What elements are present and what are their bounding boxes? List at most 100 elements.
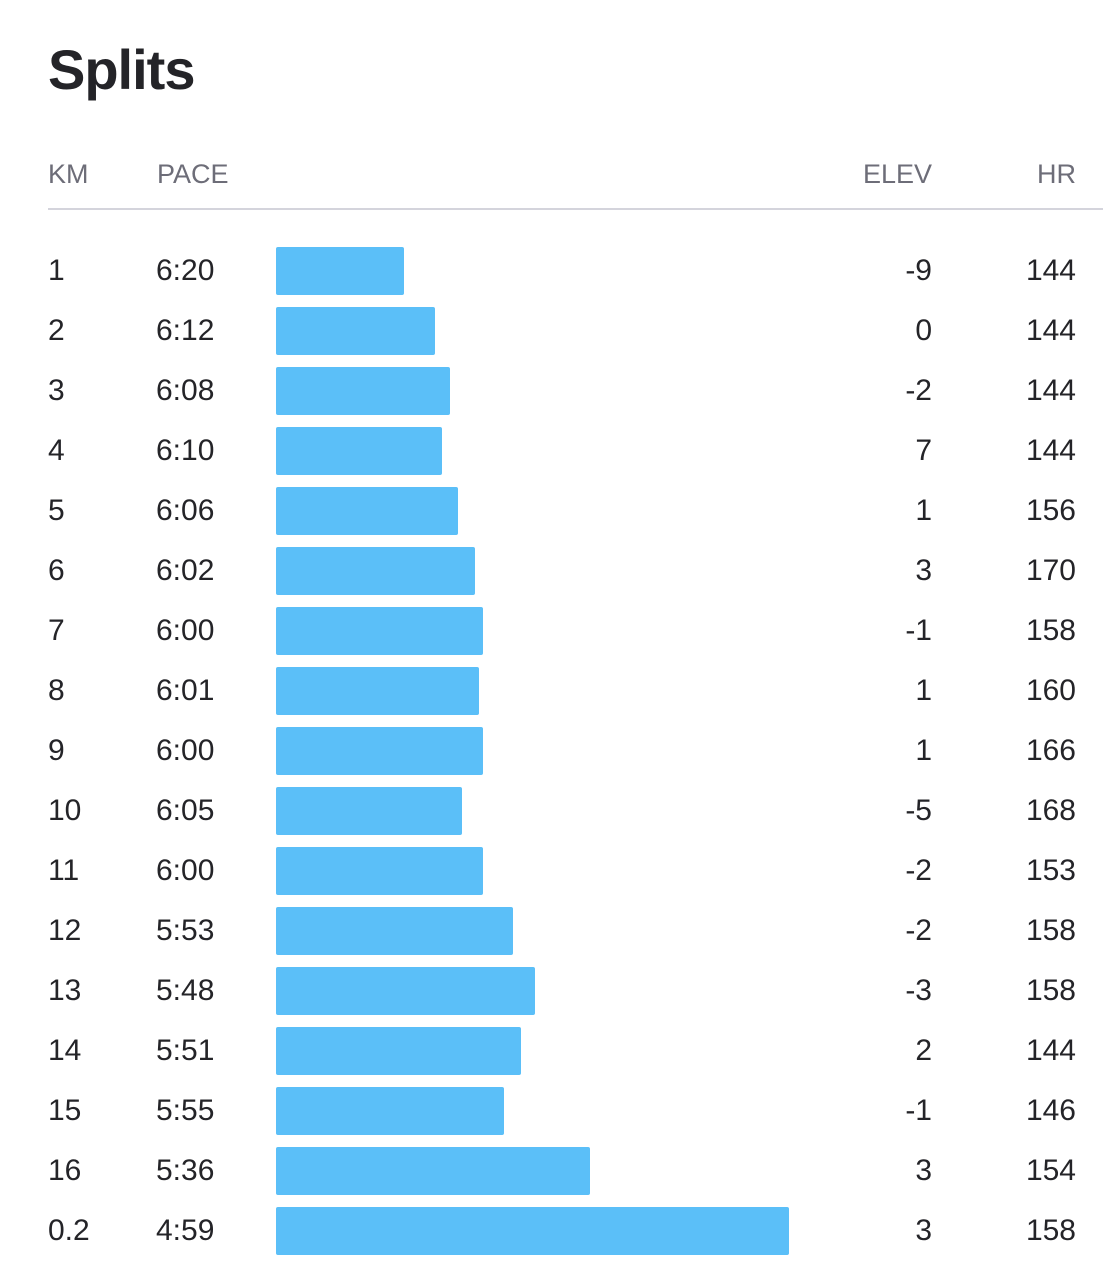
pace-bar <box>276 547 475 595</box>
split-pace: 6:00 <box>156 734 215 767</box>
split-km: 15 <box>48 1094 82 1127</box>
split-pace: 6:00 <box>156 614 215 647</box>
split-km: 16 <box>48 1154 82 1187</box>
split-row: 4 6:10 7 144 <box>48 421 1103 481</box>
pace-bar <box>276 427 443 475</box>
split-km: 5 <box>48 494 65 527</box>
split-pace: 6:01 <box>156 674 215 707</box>
split-km: 8 <box>48 674 65 707</box>
split-row: 13 5:48 -3 158 <box>48 961 1103 1021</box>
split-km: 10 <box>48 794 82 827</box>
split-row: 11 6:00 -2 153 <box>48 841 1103 901</box>
split-elevation: 1 <box>915 494 932 527</box>
split-pace: 6:08 <box>156 374 215 407</box>
splits-table-header: KM PACE ELEV HR <box>48 156 1103 192</box>
pace-bar <box>276 487 459 535</box>
split-heart-rate: 144 <box>1025 314 1076 347</box>
split-heart-rate: 144 <box>1025 434 1076 467</box>
pace-bar <box>276 667 479 715</box>
split-elevation: 0 <box>915 314 932 347</box>
split-km: 9 <box>48 734 65 767</box>
split-elevation: -3 <box>905 974 932 1007</box>
splits-table-body: 1 6:20 -9 144 2 6:12 0 144 3 6:08 -2 144 4 6:10 7 144 5 6… <box>48 241 1103 1261</box>
split-heart-rate: 146 <box>1025 1094 1076 1127</box>
split-elevation: 3 <box>915 1154 932 1187</box>
split-pace: 5:36 <box>156 1154 215 1187</box>
split-row: 14 5:51 2 144 <box>48 1021 1103 1081</box>
split-km: 0.2 <box>48 1214 90 1247</box>
split-pace: 6:05 <box>156 794 215 827</box>
split-pace: 6:00 <box>156 854 215 887</box>
split-heart-rate: 144 <box>1025 374 1076 407</box>
pace-bar <box>276 367 451 415</box>
split-row: 7 6:00 -1 158 <box>48 601 1103 661</box>
pace-bar <box>276 1027 522 1075</box>
split-elevation: -2 <box>905 914 932 947</box>
split-heart-rate: 153 <box>1025 854 1076 887</box>
split-elevation: 3 <box>915 554 932 587</box>
column-header-pace: PACE <box>157 159 229 189</box>
pace-bar <box>276 307 435 355</box>
page-title: Splits <box>48 38 195 101</box>
pace-bar <box>276 787 463 835</box>
pace-bar <box>276 1147 591 1195</box>
pace-bar <box>276 907 513 955</box>
split-km: 1 <box>48 254 65 287</box>
split-pace: 4:59 <box>156 1214 215 1247</box>
split-row: 16 5:36 3 154 <box>48 1141 1103 1201</box>
split-heart-rate: 160 <box>1025 674 1076 707</box>
pace-bar <box>276 967 535 1015</box>
split-row: 12 5:53 -2 158 <box>48 901 1103 961</box>
split-pace: 5:51 <box>156 1034 215 1067</box>
split-km: 4 <box>48 434 65 467</box>
split-elevation: -1 <box>905 614 932 647</box>
split-heart-rate: 144 <box>1025 1034 1076 1067</box>
split-km: 11 <box>48 854 80 887</box>
split-row: 2 6:12 0 144 <box>48 301 1103 361</box>
split-heart-rate: 154 <box>1025 1154 1076 1187</box>
split-elevation: 2 <box>915 1034 932 1067</box>
split-row: 8 6:01 1 160 <box>48 661 1103 721</box>
column-header-hr: HR <box>1037 159 1076 189</box>
split-row: 3 6:08 -2 144 <box>48 361 1103 421</box>
split-pace: 5:53 <box>156 914 215 947</box>
split-heart-rate: 158 <box>1025 1214 1076 1247</box>
column-header-km: KM <box>48 159 89 189</box>
split-elevation: 1 <box>915 674 932 707</box>
pace-bar <box>276 727 483 775</box>
split-heart-rate: 158 <box>1025 974 1076 1007</box>
split-heart-rate: 170 <box>1025 554 1076 587</box>
split-km: 14 <box>48 1034 82 1067</box>
split-elevation: 1 <box>915 734 932 767</box>
split-km: 2 <box>48 314 65 347</box>
split-pace: 5:48 <box>156 974 215 1007</box>
split-row: 9 6:00 1 166 <box>48 721 1103 781</box>
split-km: 6 <box>48 554 65 587</box>
split-km: 3 <box>48 374 65 407</box>
header-divider <box>48 208 1103 210</box>
split-row: 10 6:05 -5 168 <box>48 781 1103 841</box>
split-km: 7 <box>48 614 65 647</box>
pace-bar <box>276 1207 789 1255</box>
split-elevation: -2 <box>905 854 932 887</box>
split-row: 1 6:20 -9 144 <box>48 241 1103 301</box>
split-pace: 5:55 <box>156 1094 215 1127</box>
split-pace: 6:02 <box>156 554 215 587</box>
split-elevation: 3 <box>915 1214 932 1247</box>
pace-bar <box>276 1087 505 1135</box>
split-pace: 6:12 <box>156 314 215 347</box>
split-km: 13 <box>48 974 82 1007</box>
split-heart-rate: 166 <box>1025 734 1076 767</box>
split-km: 12 <box>48 914 82 947</box>
split-heart-rate: 158 <box>1025 914 1076 947</box>
split-pace: 6:20 <box>156 254 215 287</box>
split-row: 0.2 4:59 3 158 <box>48 1201 1103 1261</box>
split-elevation: -9 <box>905 254 932 287</box>
split-elevation: 7 <box>915 434 932 467</box>
column-header-elev: ELEV <box>862 159 932 189</box>
split-row: 15 5:55 -1 146 <box>48 1081 1103 1141</box>
pace-bar <box>276 607 483 655</box>
split-elevation: -2 <box>905 374 932 407</box>
split-heart-rate: 156 <box>1025 494 1076 527</box>
pace-bar <box>276 247 404 295</box>
